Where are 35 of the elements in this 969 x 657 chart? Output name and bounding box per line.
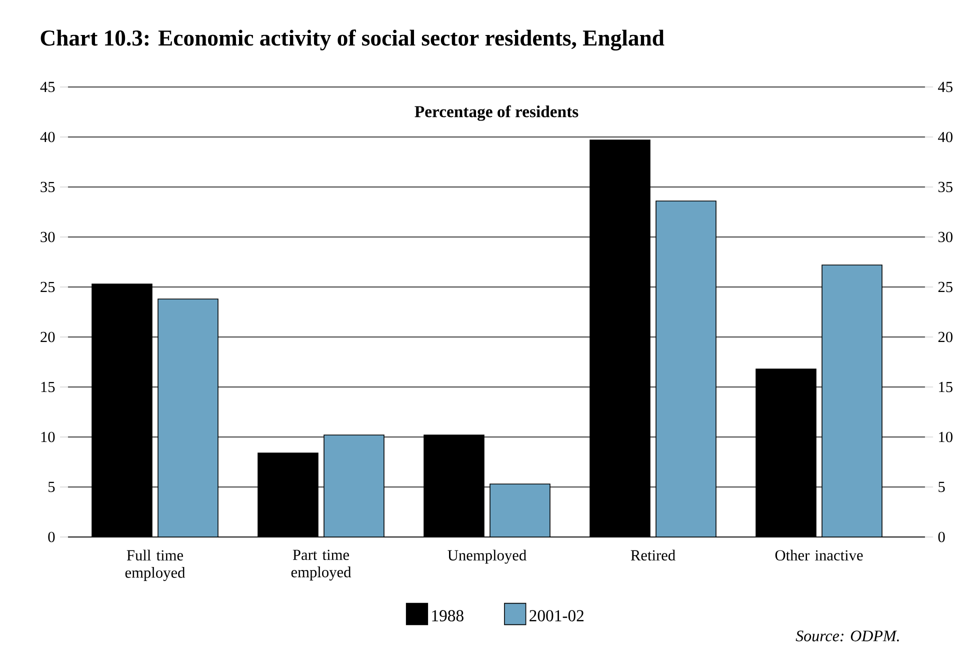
legend-label: 2001-02 [530, 610, 584, 622]
text: Percentage of residents [414, 105, 578, 121]
y-tick-label: 40 [40, 132, 55, 142]
bar [158, 298, 218, 537]
y2-tick-label: 40 [938, 132, 952, 142]
bar [656, 200, 716, 537]
y2-tick-label: 25 [938, 282, 952, 292]
y2-tick-label: 15 [939, 382, 952, 392]
y-tick-label: 45 [40, 82, 55, 92]
bar [822, 264, 882, 537]
bar [490, 484, 550, 537]
y2-tick-label: 45 [938, 82, 952, 92]
y-tick-label: 20 [40, 332, 55, 342]
y-tick-label: 35 [40, 182, 55, 192]
y-tick-label: 30 [40, 232, 55, 242]
x-tick-label: Part time employed [291, 550, 352, 580]
y-tick-label: 0 [48, 532, 55, 542]
x-tick-label: Unemployed [448, 550, 526, 564]
x-tick-label: Other inactive [775, 550, 863, 560]
bar [324, 434, 384, 537]
source-note: Source: ODPM. [796, 630, 899, 642]
y2-tick-label: 10 [939, 432, 952, 442]
y-tick-label: 10 [41, 432, 55, 442]
y-tick-label: 15 [41, 382, 55, 392]
x-tick-label: Full time employed [125, 550, 186, 581]
y2-tick-label: 30 [938, 232, 952, 242]
y-tick-label: 25 [40, 282, 55, 292]
legend-label: 1988 [432, 610, 464, 622]
y2-tick-label: 0 [938, 532, 945, 542]
y-tick-label: 5 [48, 482, 55, 492]
y2-tick-label: 20 [938, 332, 952, 342]
y2-tick-label: 35 [938, 182, 952, 192]
x-tick-label: Retired [630, 550, 676, 560]
chart-title: Chart 10.3: Economic activity of social sector residents, England [40, 30, 664, 50]
y2-tick-label: 5 [938, 482, 945, 492]
